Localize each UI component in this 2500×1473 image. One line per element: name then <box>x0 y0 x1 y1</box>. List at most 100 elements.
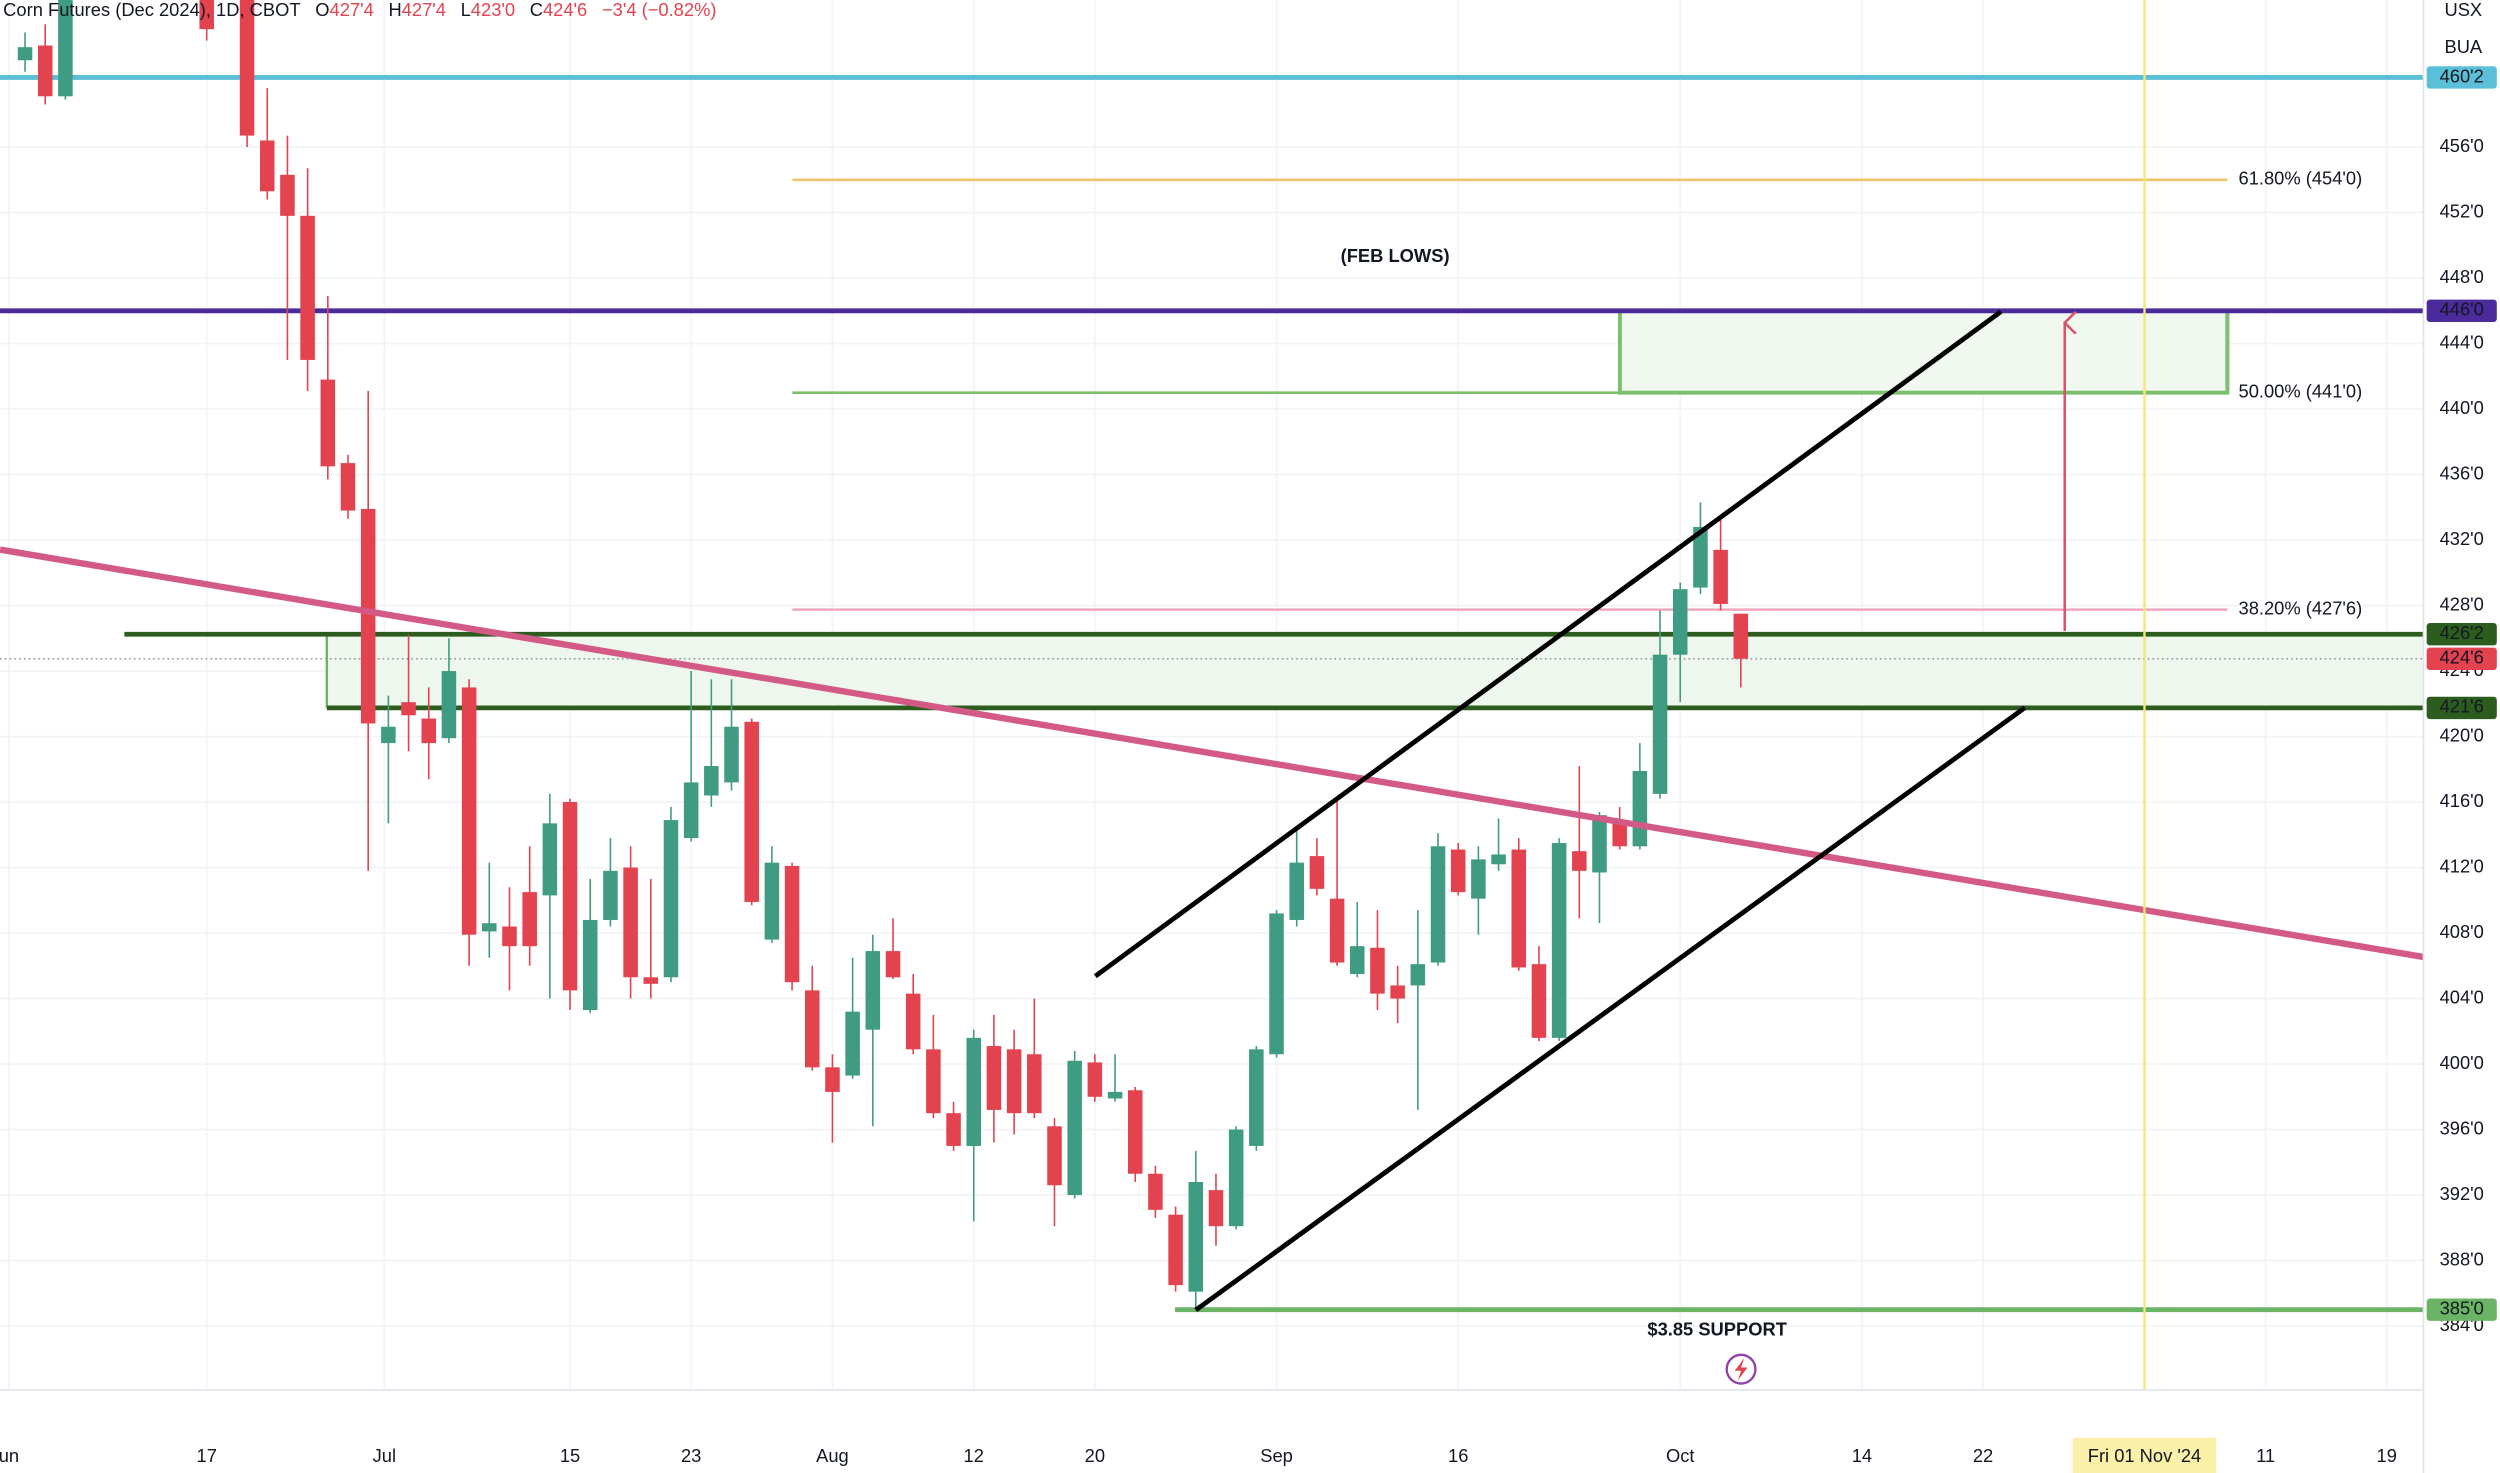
unit-label: BUA <box>2444 36 2482 57</box>
cursor-label: Fri 01 Nov '24 <box>2088 1445 2202 1466</box>
candle-body <box>1531 964 1547 1038</box>
candle-body <box>320 379 336 467</box>
candle-body <box>1329 898 1345 963</box>
x-tick-label: Sep <box>1260 1445 1293 1466</box>
candle-body <box>280 174 295 216</box>
candle-body <box>1693 526 1708 588</box>
y-tick-label: 452'0 <box>2440 200 2484 221</box>
candle-body <box>1309 856 1325 889</box>
candle-body <box>360 508 376 724</box>
y-tick-label: 412'0 <box>2440 855 2484 876</box>
fib-label: 50.00% (441'0) <box>2239 381 2363 402</box>
price-badge <box>2426 696 2497 720</box>
candle-body <box>1047 1126 1062 1186</box>
candle-body <box>381 726 396 744</box>
candle-body <box>744 721 759 902</box>
candle-body <box>421 718 437 744</box>
x-tick-label: Jul <box>373 1445 396 1466</box>
annotation: (FEB LOWS) <box>1341 245 1450 266</box>
currency-label: USX <box>2444 0 2482 20</box>
candle-body <box>1511 849 1527 968</box>
x-tick-label: 16 <box>1448 1445 1468 1466</box>
target-box <box>1617 308 2230 395</box>
candle-body <box>845 1011 860 1076</box>
candle-body <box>1249 1049 1264 1146</box>
y-tick-label: 444'0 <box>2440 331 2484 352</box>
price-badge-label: 385'0 <box>2440 1298 2484 1319</box>
quote-key: L <box>461 0 471 20</box>
candle-body <box>1551 842 1567 1038</box>
candle-body <box>1652 654 1668 794</box>
drawings <box>0 309 2424 1385</box>
y-tick-label: 448'0 <box>2440 266 2484 287</box>
candle-body <box>300 215 315 360</box>
channel-upper <box>1093 309 2003 979</box>
y-tick-label: 456'0 <box>2440 135 2484 156</box>
candle-body <box>58 0 73 97</box>
axes: un17Jul1523Aug1220Sep16Oct1422Nov1119456… <box>0 65 2497 1473</box>
candle-body <box>1713 549 1728 604</box>
candle-body <box>199 0 214 30</box>
annotation: $3.85 SUPPORT <box>1647 1319 1787 1340</box>
candle-body <box>865 951 881 1030</box>
candle-body <box>724 726 739 783</box>
candle-body <box>1450 849 1466 893</box>
candle-body <box>1269 913 1284 1055</box>
candle-body <box>926 1049 941 1114</box>
candle-body <box>663 820 679 978</box>
candle-body <box>603 870 618 920</box>
price-lines <box>0 75 2424 1313</box>
candle-body <box>1289 862 1304 920</box>
candle-body <box>239 0 255 136</box>
candle-body <box>1491 854 1506 865</box>
quote-key: C <box>530 0 543 20</box>
event-icon-bolt <box>1734 1357 1748 1381</box>
price-badge-label: 424'6 <box>2440 647 2484 668</box>
candle-body <box>1228 1129 1244 1227</box>
candle-body <box>1672 589 1688 655</box>
candle-body <box>522 892 537 947</box>
candle-body <box>259 140 275 192</box>
price-badge-label: 421'6 <box>2440 696 2484 717</box>
y-tick-label: 388'0 <box>2440 1248 2484 1269</box>
trend-line <box>0 546 2424 961</box>
candle-body <box>1592 815 1607 873</box>
candle-body <box>804 990 820 1068</box>
quote-value: 424'6 <box>543 0 587 20</box>
price-badge <box>2426 623 2497 646</box>
candle-body <box>623 867 638 978</box>
candle-body <box>401 702 416 716</box>
candle-body <box>1168 1214 1183 1286</box>
candle-body <box>1471 859 1486 899</box>
y-tick-label: 396'0 <box>2440 1117 2484 1138</box>
x-tick-label: 14 <box>1852 1445 1872 1466</box>
x-tick-label: 11 <box>2256 1445 2275 1466</box>
channel-lower <box>1194 705 2027 1312</box>
candle-body <box>825 1067 840 1092</box>
quote-key: H <box>388 0 401 20</box>
legend-header: Corn Futures (Dec 2024), 1D, CBOT O427'4… <box>3 0 716 20</box>
price-badge <box>2426 66 2497 89</box>
candle-body <box>340 463 356 511</box>
candle-body <box>946 1113 961 1146</box>
candle-body <box>502 926 517 947</box>
price-badge <box>2426 299 2497 322</box>
candle-body <box>643 977 659 984</box>
candle-body <box>764 862 780 940</box>
candle-body <box>37 45 53 97</box>
fib-label: 38.20% (427'6) <box>2239 597 2363 618</box>
candle-body <box>1188 1181 1204 1292</box>
candle-body <box>1006 1049 1022 1114</box>
candle-body <box>542 823 558 896</box>
y-tick-label: 432'0 <box>2440 528 2484 549</box>
candle-body <box>1632 770 1648 847</box>
x-tick-label: 22 <box>1973 1445 1993 1466</box>
zones <box>325 308 2424 708</box>
candle-body <box>441 671 457 739</box>
x-tick-label: 12 <box>964 1445 984 1466</box>
support-zone <box>326 634 2424 708</box>
candle-body <box>885 951 901 978</box>
candle-body <box>1067 1060 1082 1196</box>
